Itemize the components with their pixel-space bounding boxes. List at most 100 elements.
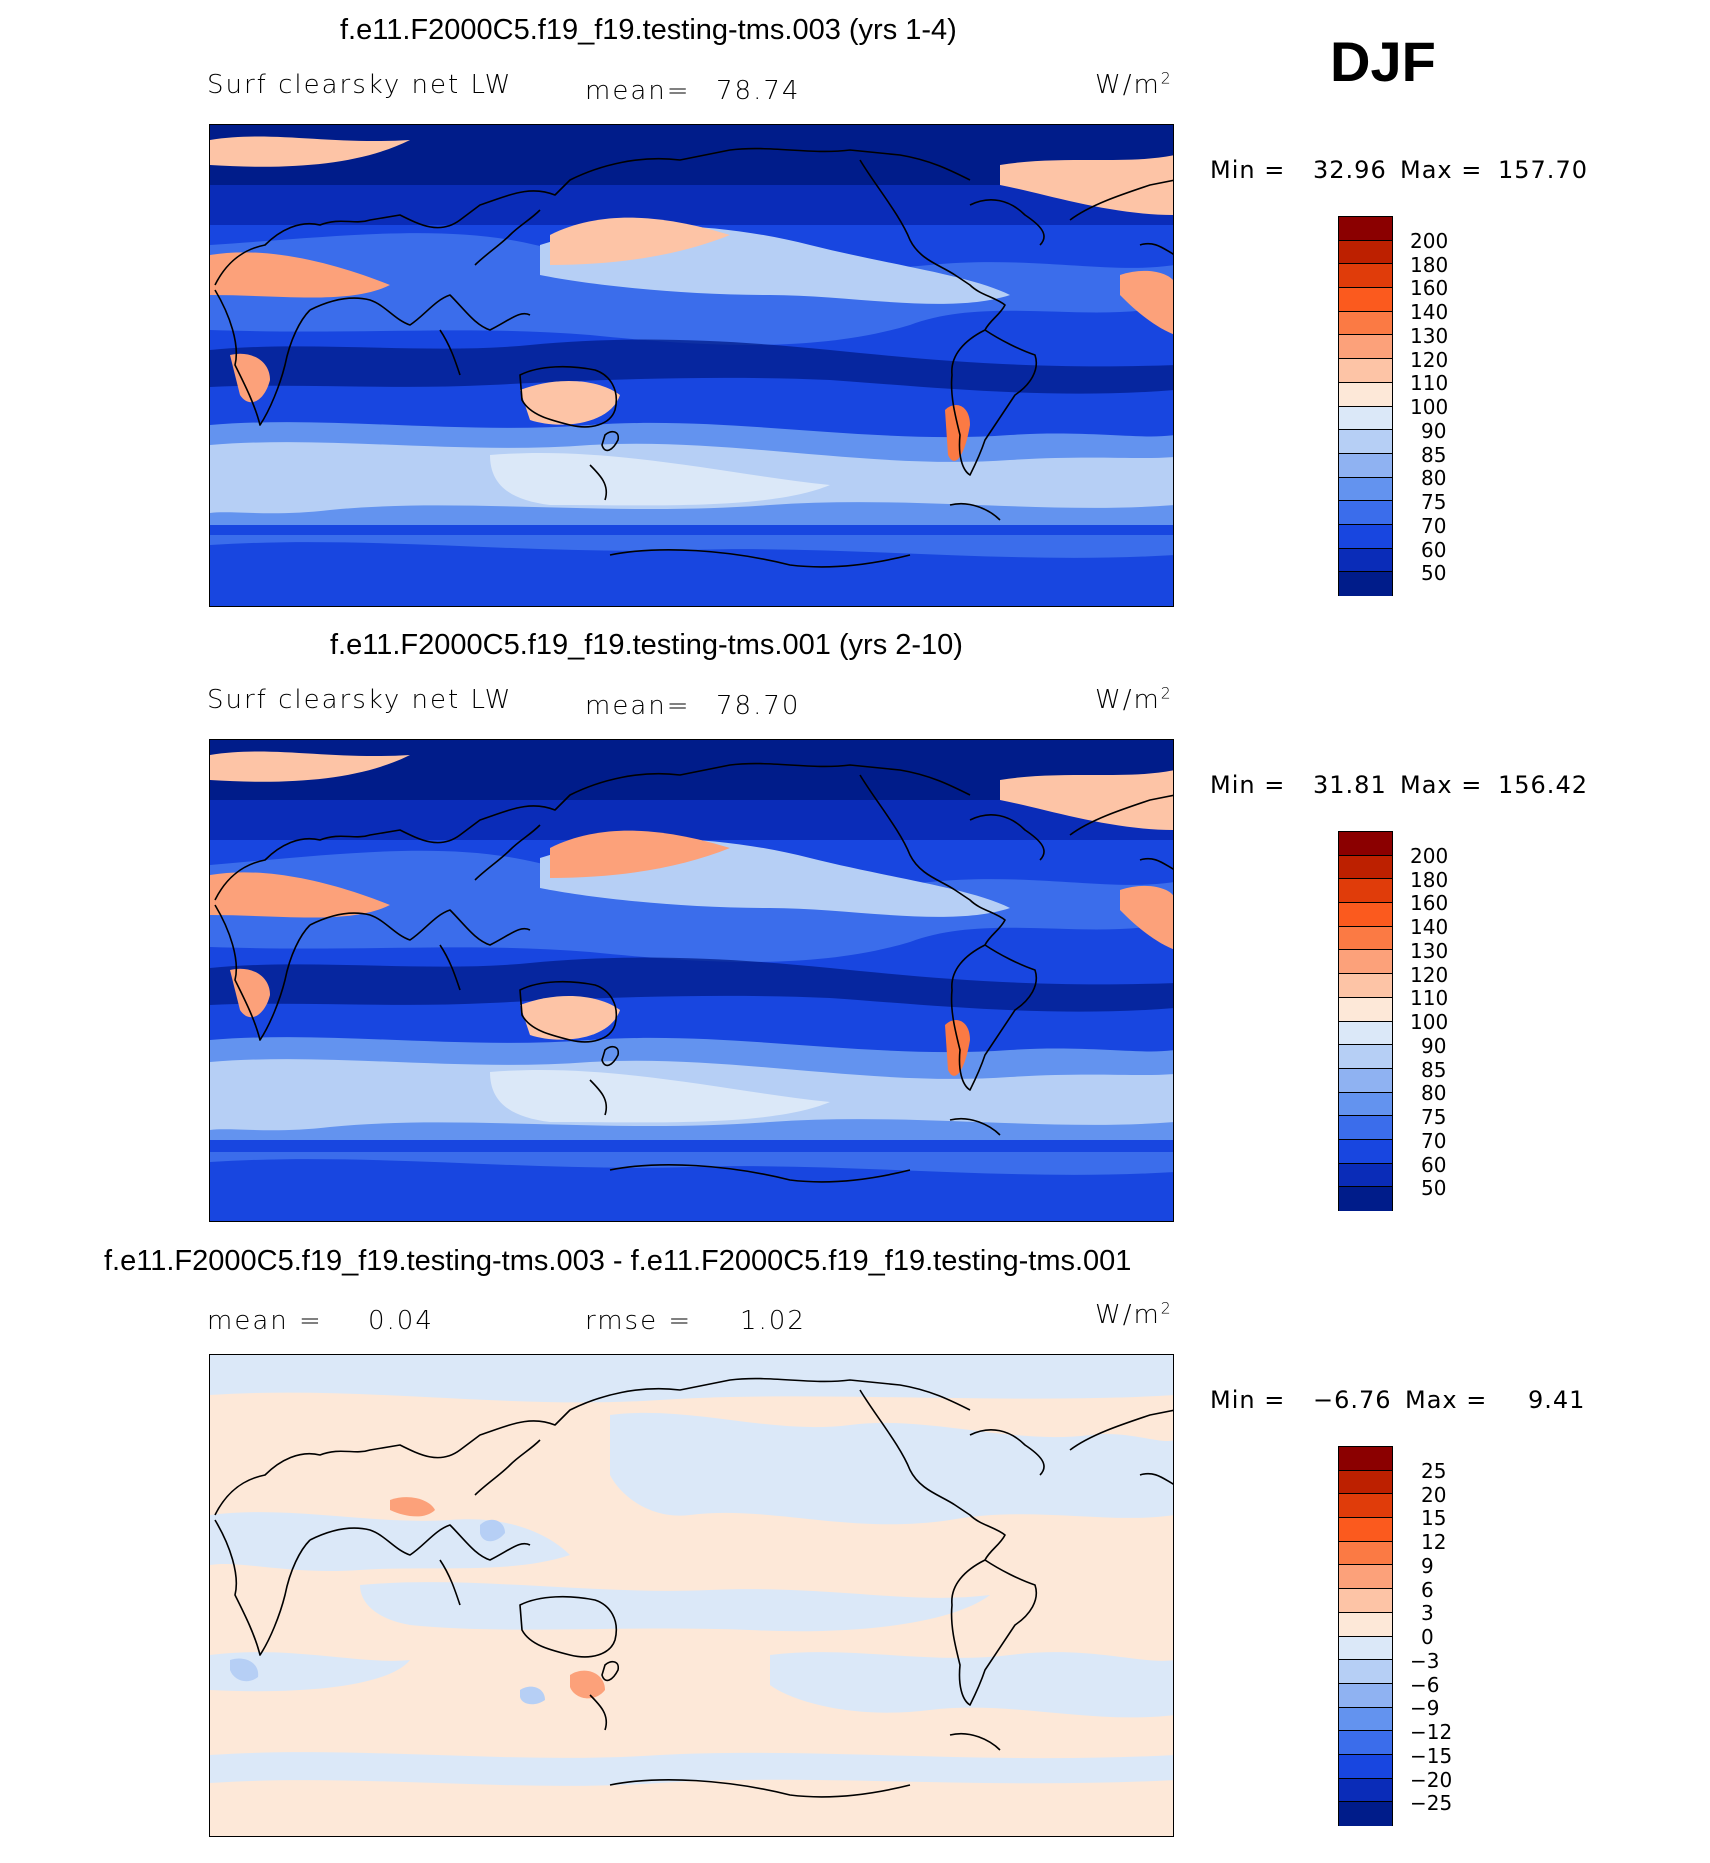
panel-1-min-value: 32.96: [1313, 156, 1387, 184]
panel-2-units: W/m2: [1095, 684, 1173, 715]
colorbar-label: 12: [1421, 1530, 1447, 1554]
colorbar-swatch: [1339, 1636, 1392, 1661]
colorbar-label: 60: [1421, 1153, 1447, 1177]
colorbar-swatch: [1339, 1589, 1392, 1613]
colorbar-swatch: [1339, 430, 1392, 454]
colorbar-label: 110: [1410, 371, 1449, 395]
colorbar-swatch: [1339, 1541, 1392, 1566]
panel-2-colorbar: [1338, 831, 1393, 1211]
colorbar-label: 100: [1410, 395, 1449, 419]
colorbar-label: 120: [1410, 348, 1449, 372]
colorbar-label: 85: [1421, 1058, 1447, 1082]
colorbar-swatch: [1339, 1139, 1392, 1164]
colorbar-label: 110: [1410, 986, 1449, 1010]
colorbar-swatch: [1339, 1187, 1392, 1211]
colorbar-label: 75: [1421, 1105, 1447, 1129]
colorbar-swatch: [1339, 1092, 1392, 1117]
colorbar-label: 60: [1421, 538, 1447, 562]
colorbar-swatch: [1339, 1494, 1392, 1519]
colorbar-swatch: [1339, 1565, 1392, 1590]
colorbar-label: 90: [1421, 419, 1447, 443]
colorbar-swatch: [1339, 406, 1392, 431]
colorbar-swatch: [1339, 240, 1392, 265]
colorbar-swatch: [1339, 1163, 1392, 1188]
panel-1-map: [209, 124, 1174, 607]
panel-1-variable: Surf clearsky net LW: [207, 70, 513, 100]
colorbar-label: −3: [1410, 1649, 1440, 1673]
colorbar-label: 80: [1421, 466, 1447, 490]
colorbar-label: 20: [1421, 1483, 1447, 1507]
colorbar-label: 160: [1410, 276, 1449, 300]
colorbar-label: 70: [1421, 1129, 1447, 1153]
colorbar-swatch: [1339, 879, 1392, 904]
colorbar-swatch: [1339, 335, 1392, 360]
colorbar-swatch: [1339, 1707, 1392, 1732]
panel-2-map: [209, 739, 1174, 1222]
colorbar-label: 180: [1410, 253, 1449, 277]
colorbar-label: 85: [1421, 443, 1447, 467]
colorbar-swatch: [1339, 903, 1392, 927]
panel-1-mean-value: 78.74: [716, 76, 801, 106]
colorbar-swatch: [1339, 311, 1392, 336]
panel-1-mean-label: mean=: [585, 76, 691, 106]
colorbar-swatch: [1339, 1045, 1392, 1069]
colorbar-swatch: [1339, 1683, 1392, 1708]
colorbar-label: 180: [1410, 868, 1449, 892]
colorbar-swatch: [1339, 1116, 1392, 1140]
panel-2-variable: Surf clearsky net LW: [207, 685, 513, 715]
panel-1-colorbar: [1338, 216, 1393, 596]
colorbar-swatch: [1339, 1802, 1392, 1826]
colorbar-label: −12: [1410, 1720, 1453, 1744]
colorbar-swatch: [1339, 926, 1392, 951]
panel-2-min-label: Min =: [1210, 771, 1286, 799]
colorbar-swatch: [1339, 1778, 1392, 1803]
colorbar-label: 9: [1421, 1554, 1434, 1578]
colorbar-swatch: [1339, 501, 1392, 525]
panel-1-units: W/m2: [1095, 69, 1173, 100]
colorbar-swatch: [1339, 1447, 1392, 1471]
colorbar-swatch: [1339, 288, 1392, 312]
colorbar-label: −20: [1410, 1768, 1453, 1792]
panel-3-rmse-value: 1.02: [740, 1306, 806, 1336]
panel-2-max-value: 156.42: [1498, 771, 1588, 799]
colorbar-label: 140: [1410, 300, 1449, 324]
colorbar-label: 200: [1410, 229, 1449, 253]
panel-3-max-label: Max =: [1405, 1386, 1488, 1414]
panel-2-max-label: Max =: [1400, 771, 1483, 799]
colorbar-label: −15: [1410, 1744, 1453, 1768]
colorbar-swatch: [1339, 359, 1392, 383]
panel-3-mean-label: mean =: [207, 1306, 323, 1336]
colorbar-swatch: [1339, 832, 1392, 856]
colorbar-label: 70: [1421, 514, 1447, 538]
colorbar-swatch: [1339, 1021, 1392, 1046]
colorbar-swatch: [1339, 855, 1392, 880]
colorbar-swatch: [1339, 524, 1392, 549]
panel-1-max-value: 157.70: [1498, 156, 1588, 184]
panel-3-min-value: −6.76: [1313, 1386, 1392, 1414]
colorbar-swatch: [1339, 382, 1392, 407]
colorbar-label: 100: [1410, 1010, 1449, 1034]
panel-1-max-label: Max =: [1400, 156, 1483, 184]
colorbar-label: 160: [1410, 891, 1449, 915]
colorbar-swatch: [1339, 1660, 1392, 1684]
colorbar-swatch: [1339, 217, 1392, 241]
colorbar-swatch: [1339, 548, 1392, 573]
colorbar-label: −9: [1410, 1696, 1440, 1720]
colorbar-label: 75: [1421, 490, 1447, 514]
panel-3-mean-value: 0.04: [368, 1306, 434, 1336]
panel-3-map: [209, 1354, 1174, 1837]
colorbar-label: 80: [1421, 1081, 1447, 1105]
colorbar-label: −6: [1410, 1673, 1440, 1697]
season-label: DJF: [1330, 30, 1436, 93]
panel-3-min-label: Min =: [1210, 1386, 1286, 1414]
colorbar-swatch: [1339, 974, 1392, 998]
colorbar-label: 3: [1421, 1601, 1434, 1625]
colorbar-label: 90: [1421, 1034, 1447, 1058]
colorbar-label: 0: [1421, 1625, 1434, 1649]
panel-1-title: f.e11.F2000C5.f19_f19.testing-tms.003 (y…: [340, 14, 957, 46]
colorbar-swatch: [1339, 950, 1392, 975]
panel-2-mean-label: mean=: [585, 691, 691, 721]
colorbar-label: 50: [1421, 1176, 1447, 1200]
panel-2-title: f.e11.F2000C5.f19_f19.testing-tms.001 (y…: [330, 629, 963, 661]
colorbar-swatch: [1339, 264, 1392, 289]
